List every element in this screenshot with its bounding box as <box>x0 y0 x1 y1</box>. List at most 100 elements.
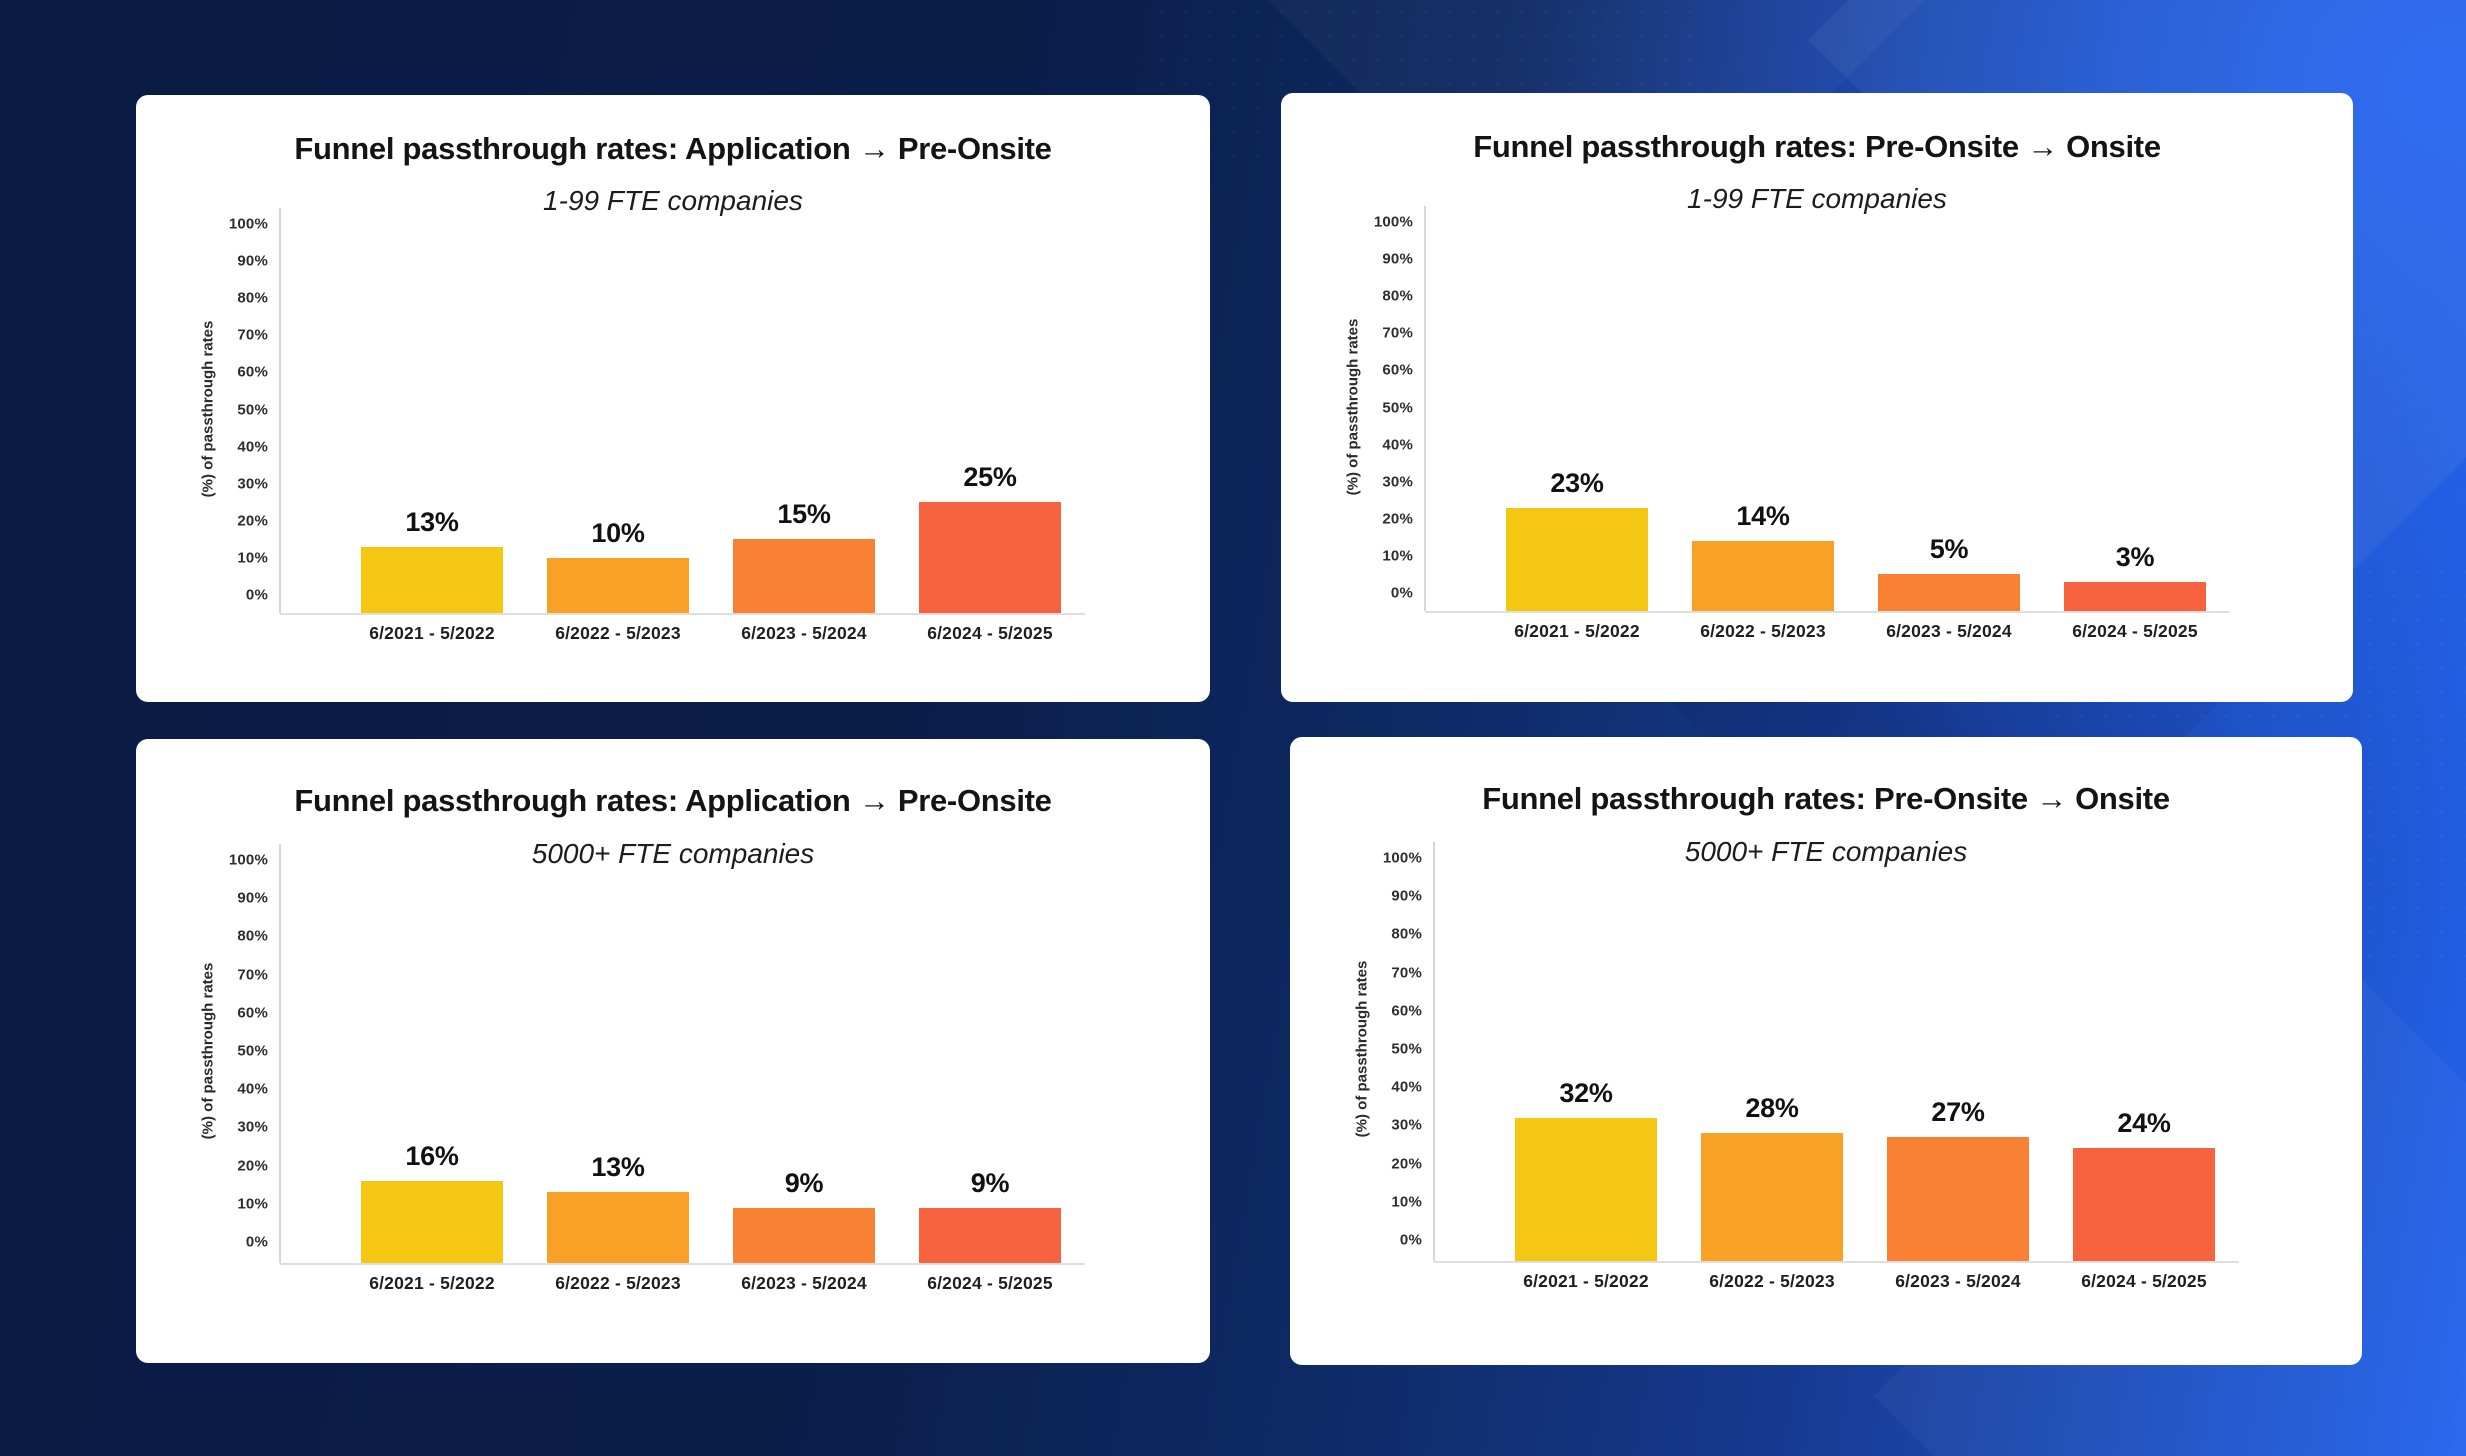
bar-value-label: 13% <box>405 506 459 537</box>
y-tick-label: 80% <box>1391 925 1422 943</box>
chart-title: Funnel passthrough rates: Application → … <box>294 131 1052 166</box>
bar <box>919 502 1061 613</box>
chart-card-application-preonsite-large-co: Funnel passthrough rates: Application → … <box>136 739 1210 1363</box>
x-axis-line <box>280 613 1085 615</box>
y-tick-label: 10% <box>1382 547 1413 565</box>
bar <box>361 1180 503 1263</box>
chart-subtitle: 5000+ FTE companies <box>1684 836 1968 867</box>
y-tick-label: 60% <box>1382 361 1413 379</box>
y-tick-label: 70% <box>1382 324 1413 342</box>
x-tick-label: 6/2021 - 5/2022 <box>1514 621 1640 641</box>
bar-value-label: 28% <box>1745 1093 1799 1124</box>
y-tick-label: 90% <box>1382 250 1413 268</box>
y-tick-label: 20% <box>237 1157 268 1175</box>
bar-value-label: 9% <box>784 1167 824 1198</box>
chart-title: Funnel passthrough rates: Pre-Onsite → O… <box>1482 781 2170 816</box>
bar-value-label: 9% <box>970 1167 1010 1198</box>
y-tick-label: 30% <box>1391 1116 1422 1134</box>
y-tick-label: 40% <box>237 1080 268 1098</box>
y-tick-label: 10% <box>237 1195 268 1213</box>
y-tick-label: 50% <box>1391 1040 1422 1058</box>
y-tick-label: 20% <box>237 512 268 530</box>
bar <box>361 546 503 613</box>
x-tick-label: 6/2024 - 5/2025 <box>2081 1271 2207 1291</box>
y-tick-label: 70% <box>237 966 268 984</box>
chart-subtitle: 1-99 FTE companies <box>1687 183 1947 214</box>
y-tick-label: 90% <box>1391 887 1422 905</box>
bar-value-label: 24% <box>2117 1108 2171 1139</box>
x-axis-line <box>1425 611 2230 613</box>
bar-value-label: 13% <box>591 1152 645 1183</box>
y-tick-label: 70% <box>237 326 268 344</box>
y-axis-line <box>1424 206 1426 611</box>
y-tick-label: 20% <box>1391 1155 1422 1173</box>
bar <box>1515 1117 1657 1261</box>
bar-value-label: 5% <box>1929 534 1969 565</box>
plot-area: 0% 10% 20% 30% 40% 50% 60% 70% 80% 90% 100% 23% 6/20… <box>1281 93 2353 702</box>
y-tick-label: 90% <box>237 252 268 270</box>
bar <box>1692 541 1834 611</box>
x-tick-label: 6/2023 - 5/2024 <box>741 1273 867 1293</box>
bar <box>1506 507 1648 611</box>
y-tick-label: 60% <box>237 1004 268 1022</box>
plot-area: 0% 10% 20% 30% 40% 50% 60% 70% 80% 90% 100% 16% 6/20… <box>136 739 1210 1363</box>
x-tick-label: 6/2023 - 5/2024 <box>1886 621 2012 641</box>
x-tick-label: 6/2022 - 5/2023 <box>1700 621 1826 641</box>
x-axis-line <box>280 1263 1085 1265</box>
y-tick-label: 90% <box>237 889 268 907</box>
x-tick-label: 6/2023 - 5/2024 <box>1895 1271 2021 1291</box>
y-tick-label: 0% <box>245 1233 268 1251</box>
bar <box>733 1207 875 1263</box>
y-tick-label: 40% <box>1391 1078 1422 1096</box>
x-tick-label: 6/2022 - 5/2023 <box>555 1273 681 1293</box>
y-tick-label: 40% <box>237 438 268 456</box>
y-tick-label: 100% <box>228 851 268 869</box>
x-axis-line <box>1434 1261 2239 1263</box>
y-tick-label: 50% <box>237 401 268 418</box>
bar <box>1887 1136 2029 1261</box>
chart-title: Funnel passthrough rates: Application → … <box>294 783 1052 818</box>
x-tick-label: 6/2022 - 5/2023 <box>555 623 681 643</box>
bar <box>547 1192 689 1263</box>
chart-title: Funnel passthrough rates: Pre-Onsite → O… <box>1473 129 2161 164</box>
y-axis-line <box>1433 842 1435 1261</box>
bar-value-label: 32% <box>1559 1077 1613 1108</box>
y-tick-label: 80% <box>1382 287 1413 305</box>
y-tick-label: 0% <box>1399 1231 1422 1249</box>
x-tick-label: 6/2022 - 5/2023 <box>1709 1271 1835 1291</box>
x-tick-label: 6/2021 - 5/2022 <box>1523 1271 1649 1291</box>
y-tick-label: 60% <box>237 363 268 381</box>
bar-value-label: 3% <box>2115 541 2155 572</box>
bar-value-label: 15% <box>777 499 831 530</box>
bar <box>2073 1148 2215 1261</box>
y-tick-label: 10% <box>237 549 268 567</box>
y-axis-line <box>279 844 281 1263</box>
y-tick-label: 0% <box>245 586 268 604</box>
x-tick-label: 6/2024 - 5/2025 <box>927 1273 1053 1293</box>
y-tick-label: 80% <box>237 289 268 307</box>
y-tick-label: 70% <box>1391 964 1422 982</box>
x-tick-label: 6/2021 - 5/2022 <box>369 623 495 643</box>
bar-value-label: 16% <box>405 1140 459 1171</box>
y-tick-label: 20% <box>1382 510 1413 528</box>
y-tick-label: 30% <box>1382 473 1413 491</box>
y-tick-label: 0% <box>1390 584 1413 602</box>
y-tick-label: 30% <box>237 1118 268 1136</box>
x-tick-label: 6/2024 - 5/2025 <box>927 623 1053 643</box>
bar <box>919 1207 1061 1263</box>
y-axis-line <box>279 208 281 613</box>
bar-value-label: 23% <box>1550 467 1604 498</box>
bar <box>1701 1133 1843 1261</box>
bar <box>733 539 875 613</box>
y-tick-label: 50% <box>1382 399 1413 416</box>
y-tick-label: 60% <box>1391 1002 1422 1020</box>
chart-subtitle: 1-99 FTE companies <box>543 185 803 216</box>
bar-value-label: 14% <box>1736 501 1790 532</box>
bar <box>1878 574 2020 611</box>
plot-area: 0% 10% 20% 30% 40% 50% 60% 70% 80% 90% 100% 13% 6/20… <box>136 95 1210 702</box>
y-tick-label: 50% <box>237 1042 268 1060</box>
y-tick-label: 10% <box>1391 1193 1422 1211</box>
bar <box>2064 581 2206 611</box>
y-tick-label: 100% <box>228 215 268 233</box>
